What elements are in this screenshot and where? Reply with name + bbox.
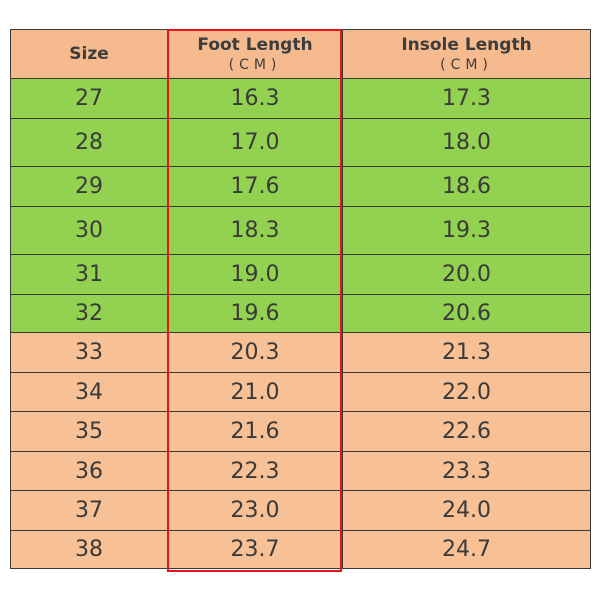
cell-foot-length: 21.0	[167, 372, 343, 412]
cell-insole-length: 22.6	[342, 411, 591, 452]
size-chart-table: Size Foot Length (CM) Insole Length (CM)…	[10, 29, 591, 569]
cell-size: 28	[10, 118, 168, 167]
cell-insole-length: 18.0	[342, 118, 591, 167]
header-insole-length-unit: (CM)	[440, 56, 493, 73]
cell-foot-length: 18.3	[167, 206, 343, 255]
cell-insole-length: 24.7	[342, 530, 591, 569]
table-body: 27 16.3 17.3 28 17.0 18.0 29 17.6 18.6 3…	[10, 78, 591, 569]
table-row: 31 19.0 20.0	[10, 254, 591, 295]
cell-insole-length: 23.3	[342, 451, 591, 491]
cell-foot-length: 17.0	[167, 118, 343, 167]
cell-size: 32	[10, 294, 168, 333]
table-row: 36 22.3 23.3	[10, 451, 591, 491]
cell-size: 30	[10, 206, 168, 255]
cell-size: 34	[10, 372, 168, 412]
cell-insole-length: 17.3	[342, 78, 591, 119]
cell-foot-length: 22.3	[167, 451, 343, 491]
cell-insole-length: 22.0	[342, 372, 591, 412]
cell-foot-length: 21.6	[167, 411, 343, 452]
table-row: 33 20.3 21.3	[10, 332, 591, 373]
cell-size: 33	[10, 332, 168, 373]
header-row: Size Foot Length (CM) Insole Length (CM)	[10, 29, 591, 79]
cell-insole-length: 19.3	[342, 206, 591, 255]
table-row: 28 17.0 18.0	[10, 118, 591, 167]
cell-foot-length: 19.0	[167, 254, 343, 295]
cell-size: 37	[10, 490, 168, 531]
table-row: 30 18.3 19.3	[10, 206, 591, 255]
header-foot-length: Foot Length (CM)	[167, 29, 343, 79]
table-row: 34 21.0 22.0	[10, 372, 591, 412]
header-size-label: Size	[69, 43, 109, 64]
cell-insole-length: 21.3	[342, 332, 591, 373]
cell-foot-length: 20.3	[167, 332, 343, 373]
cell-insole-length: 20.6	[342, 294, 591, 333]
header-insole-length: Insole Length (CM)	[342, 29, 591, 79]
cell-foot-length: 23.0	[167, 490, 343, 531]
cell-insole-length: 24.0	[342, 490, 591, 531]
header-foot-length-label: Foot Length	[197, 34, 313, 55]
table-row: 35 21.6 22.6	[10, 411, 591, 452]
cell-size: 27	[10, 78, 168, 119]
cell-foot-length: 16.3	[167, 78, 343, 119]
cell-insole-length: 18.6	[342, 166, 591, 207]
cell-size: 38	[10, 530, 168, 569]
header-foot-length-unit: (CM)	[228, 56, 282, 73]
header-size: Size	[10, 29, 168, 79]
table-row: 37 23.0 24.0	[10, 490, 591, 531]
header-insole-length-label: Insole Length	[401, 34, 532, 55]
cell-size: 29	[10, 166, 168, 207]
cell-size: 35	[10, 411, 168, 452]
table-header: Size Foot Length (CM) Insole Length (CM)	[10, 29, 591, 79]
cell-foot-length: 17.6	[167, 166, 343, 207]
cell-size: 36	[10, 451, 168, 491]
cell-foot-length: 19.6	[167, 294, 343, 333]
cell-insole-length: 20.0	[342, 254, 591, 295]
cell-size: 31	[10, 254, 168, 295]
cell-foot-length: 23.7	[167, 530, 343, 569]
table-row: 32 19.6 20.6	[10, 294, 591, 333]
table-row: 27 16.3 17.3	[10, 78, 591, 119]
table-row: 29 17.6 18.6	[10, 166, 591, 207]
table-row: 38 23.7 24.7	[10, 530, 591, 569]
